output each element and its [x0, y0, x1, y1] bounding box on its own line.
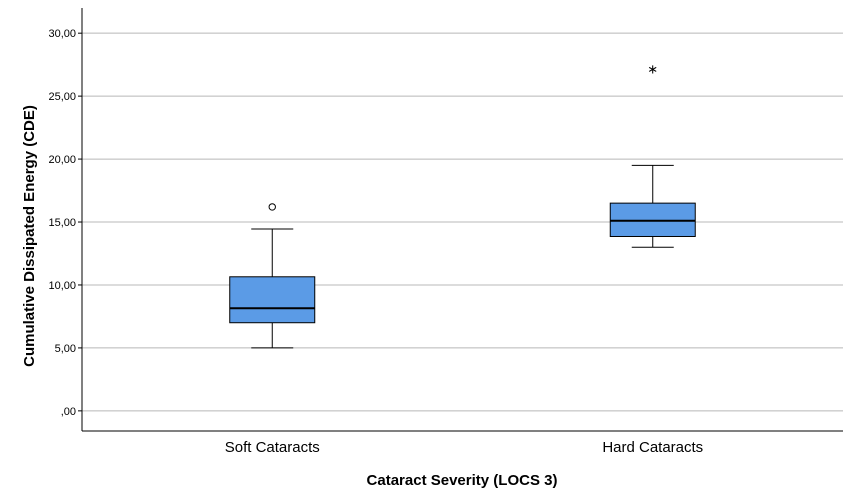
boxes: ∗ — [229, 62, 696, 349]
extreme-outlier-star: ∗ — [647, 62, 658, 77]
x-axis-title: Cataract Severity (LOCS 3) — [367, 472, 558, 489]
y-tick-label: 5,00 — [55, 343, 76, 355]
category-labels: Soft Cataracts Hard Cataracts — [225, 439, 703, 456]
box-group — [229, 203, 316, 349]
y-tick-label: 30,00 — [48, 28, 76, 40]
box-group: ∗ — [609, 62, 696, 248]
y-tick-label: 15,00 — [48, 217, 76, 229]
y-tick-label: 25,00 — [48, 91, 76, 103]
y-tick-label: 10,00 — [48, 280, 76, 292]
y-tick-label: ,00 — [61, 406, 76, 418]
category-label: Hard Cataracts — [602, 439, 703, 456]
category-label: Soft Cataracts — [225, 439, 320, 456]
y-axis-title: Cumulative Dissipated Energy (CDE) — [21, 105, 38, 367]
gridlines — [82, 32, 843, 412]
y-tick-label: 20,00 — [48, 154, 76, 166]
axes — [81, 8, 843, 432]
iqr-box — [229, 276, 316, 324]
y-tick-labels: ,00 5,00 10,00 15,00 20,00 25,00 30,00 — [48, 28, 82, 418]
outlier-circle — [268, 203, 276, 211]
